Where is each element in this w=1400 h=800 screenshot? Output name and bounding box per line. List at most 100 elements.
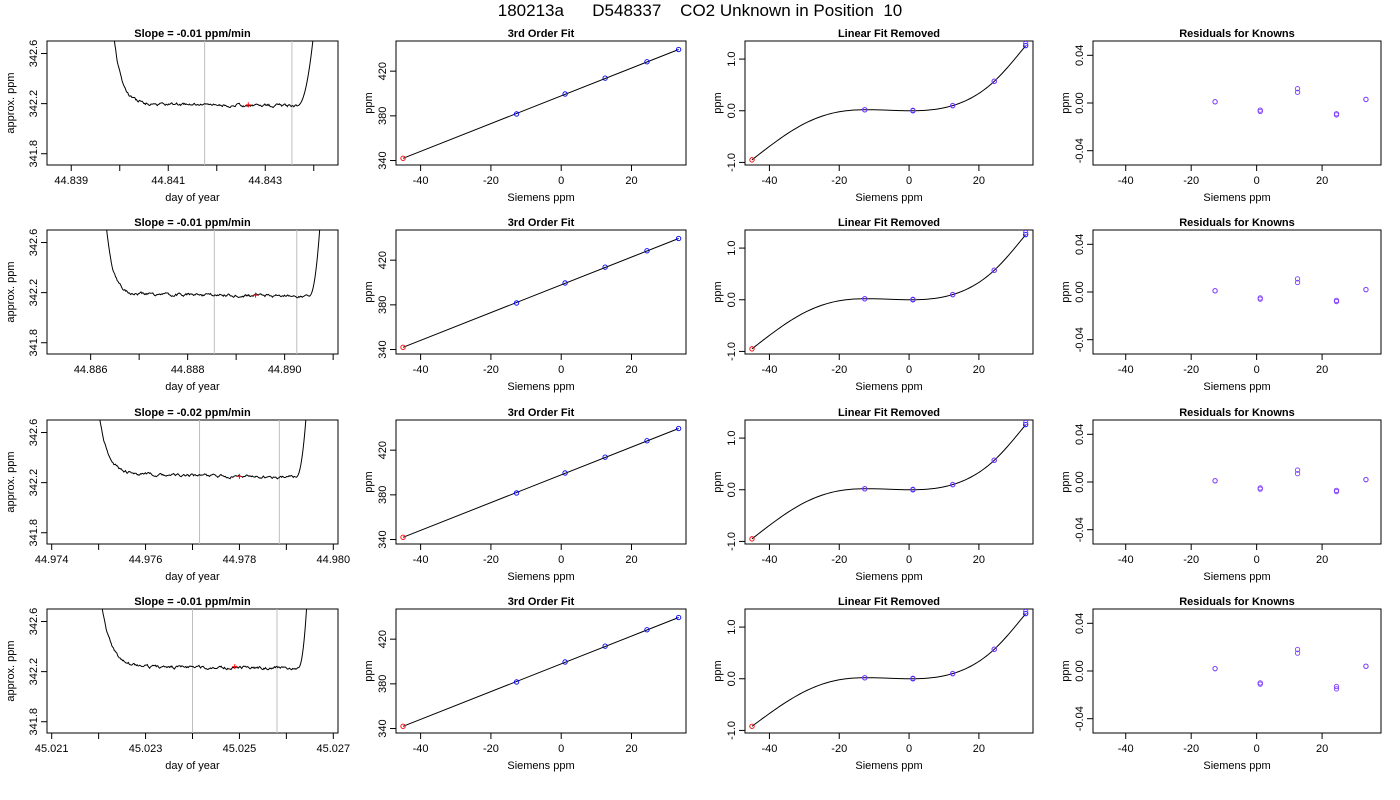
residual-point-alt — [1257, 295, 1263, 301]
unknown-point — [400, 723, 406, 729]
y-tick-label: 341.8 — [28, 329, 40, 357]
y-axis-label: ppm — [1060, 471, 1072, 492]
residual-point-alt — [1257, 485, 1263, 491]
known-point-alt — [1023, 420, 1029, 426]
plot-area — [749, 230, 1029, 352]
unknown-point — [749, 723, 755, 729]
plot-area — [749, 41, 1029, 163]
y-tick-label: 340 — [377, 151, 389, 169]
plot-area — [1212, 467, 1369, 495]
concentration-trace — [101, 609, 308, 671]
residual-point-alt — [1212, 665, 1218, 672]
residual-point — [1333, 686, 1340, 692]
plot-frame — [744, 419, 1034, 545]
y-tick-label: -0.04 — [1074, 706, 1086, 731]
fit-curve — [751, 234, 1027, 350]
y-tick-label: -1.0 — [726, 532, 738, 551]
x-tick-label: 20 — [973, 554, 985, 566]
x-tick-label: -40 — [1118, 364, 1134, 376]
known-point — [562, 659, 568, 665]
x-tick-label: 20 — [973, 175, 985, 187]
plot-frame — [744, 229, 1034, 355]
y-tick-label: 340 — [377, 719, 389, 737]
known-point-alt — [950, 102, 956, 109]
known-point-alt — [991, 457, 997, 463]
panel-time-series-row4: Slope = -0.01 ppm/min day of year approx. … — [5, 596, 350, 772]
panel-residuals-row4: Residuals for Knowns Siemens ppm ppm -40 -20… — [1060, 596, 1382, 772]
plot-frame — [1092, 608, 1382, 734]
residual-point-alt — [1333, 298, 1340, 305]
panel-title: Residuals for Knowns — [1179, 596, 1295, 608]
x-tick-label: -20 — [831, 364, 847, 376]
x-tick-label: 20 — [1316, 175, 1328, 187]
known-point-alt — [862, 486, 868, 492]
x-tick-label: -40 — [413, 743, 429, 755]
y-tick-label: 0.04 — [1074, 613, 1086, 634]
x-tick-label: -20 — [483, 554, 499, 566]
y-axis-label: ppm — [363, 281, 375, 302]
y-tick-label: 342.2 — [28, 279, 40, 307]
plot-frame — [1092, 419, 1382, 545]
known-point — [675, 235, 682, 242]
known-point — [513, 300, 520, 306]
y-axis-label: ppm — [363, 92, 375, 113]
x-tick-label: 45.025 — [223, 743, 257, 755]
residual-point-alt — [1294, 467, 1301, 473]
y-tick-label: 341.8 — [28, 140, 40, 168]
unknown-point — [749, 157, 755, 163]
panel-title: Slope = -0.01 ppm/min — [134, 596, 251, 608]
x-tick-label: -20 — [831, 554, 847, 566]
y-tick-label: 0.04 — [1074, 45, 1086, 66]
x-tick-label: 44.843 — [248, 175, 282, 187]
y-tick-label: 380 — [377, 486, 389, 504]
known-point-alt — [910, 107, 916, 113]
y-tick-label: -1.0 — [726, 342, 738, 361]
x-axis-label: Siemens ppm — [855, 192, 922, 204]
residual-point-alt — [1294, 276, 1301, 282]
known-point — [602, 643, 608, 649]
x-tick-label: 0 — [1254, 743, 1260, 755]
panel-title: 3rd Order Fit — [508, 28, 575, 40]
known-point-alt — [1023, 609, 1029, 615]
unknown-point — [400, 344, 406, 350]
plot-area — [101, 609, 308, 733]
unknown-point — [749, 536, 755, 542]
residual-point-alt — [1363, 476, 1369, 483]
x-axis-label: Siemens ppm — [1203, 381, 1270, 393]
panel-residuals-row1: Residuals for Knowns Siemens ppm ppm -40 -20… — [1060, 28, 1382, 204]
fit-curve — [751, 613, 1027, 727]
x-axis-label: day of year — [165, 192, 220, 204]
panel-title: Residuals for Knowns — [1179, 217, 1295, 229]
y-tick-label: 0.0 — [726, 482, 738, 497]
plot-area — [1212, 276, 1369, 305]
y-tick-label: 342.6 — [28, 608, 40, 636]
known-point-alt — [1023, 230, 1029, 236]
plot-frame — [744, 40, 1034, 166]
y-axis-label: ppm — [363, 471, 375, 492]
x-axis-label: Siemens ppm — [855, 381, 922, 393]
y-tick-label: 0.0 — [726, 103, 738, 118]
fit-curve — [751, 424, 1027, 540]
x-tick-label: 0 — [558, 364, 564, 376]
known-point — [644, 438, 650, 444]
x-axis-label: Siemens ppm — [1203, 571, 1270, 583]
y-tick-label: -1.0 — [726, 153, 738, 172]
residual-point-alt — [1257, 680, 1263, 686]
y-axis-label: ppm — [712, 281, 724, 302]
plot-area — [749, 420, 1029, 542]
known-point-alt — [910, 486, 916, 492]
known-point — [562, 91, 568, 97]
panel-title: Slope = -0.01 ppm/min — [134, 28, 251, 40]
fit-line — [402, 428, 679, 538]
known-point-alt — [991, 78, 997, 84]
x-tick-label: -40 — [413, 175, 429, 187]
plot-area — [113, 41, 314, 165]
x-tick-label: -40 — [1118, 743, 1134, 755]
y-tick-label: 342.2 — [28, 90, 40, 118]
x-tick-label: 44.839 — [54, 175, 88, 187]
known-point — [1023, 231, 1029, 238]
residual-point-alt — [1294, 646, 1301, 653]
panel-fit-row2: 3rd Order Fit Siemens ppm ppm -40 -20 0 20 340 3… — [363, 217, 687, 393]
x-tick-label: 0 — [1254, 554, 1260, 566]
